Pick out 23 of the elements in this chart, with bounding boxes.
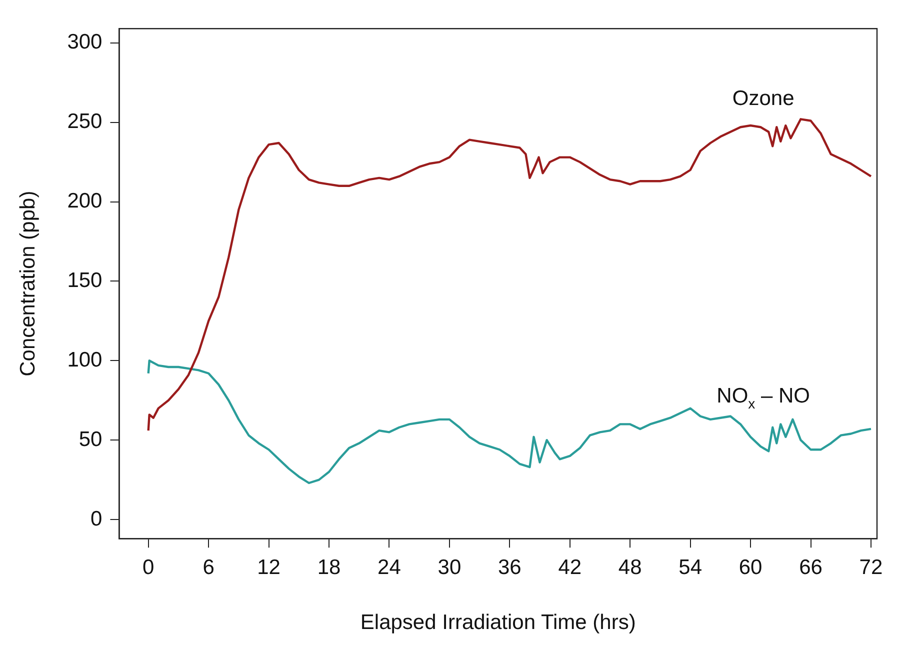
y-tick-label: 200	[67, 190, 102, 213]
x-tick-label: 30	[438, 556, 462, 579]
y-tick-label: 50	[78, 428, 102, 451]
y-tick-label: 150	[67, 269, 102, 292]
x-tick-label: 6	[202, 556, 214, 579]
x-tick-label: 60	[738, 556, 762, 579]
y-tick-label: 0	[90, 507, 102, 530]
x-tick-label: 54	[678, 556, 702, 579]
x-tick-label: 48	[618, 556, 642, 579]
series-label: Ozone	[732, 87, 794, 110]
x-tick-label: 42	[558, 556, 582, 579]
y-tick-label: 250	[67, 110, 102, 134]
x-tick-label: 36	[498, 556, 522, 579]
y-tick-label: 300	[67, 30, 102, 54]
x-tick-label: 66	[799, 556, 822, 579]
x-tick-label: 18	[317, 556, 341, 579]
x-tick-label: 12	[257, 556, 280, 579]
x-tick-label: 24	[378, 556, 402, 579]
y-axis-title: Concentration (ppb)	[16, 190, 40, 376]
y-tick-label: 100	[67, 348, 102, 372]
x-tick-label: 72	[859, 556, 883, 579]
x-tick-label: 0	[142, 556, 154, 579]
x-axis-title: Elapsed Irradiation Time (hrs)	[360, 611, 636, 634]
